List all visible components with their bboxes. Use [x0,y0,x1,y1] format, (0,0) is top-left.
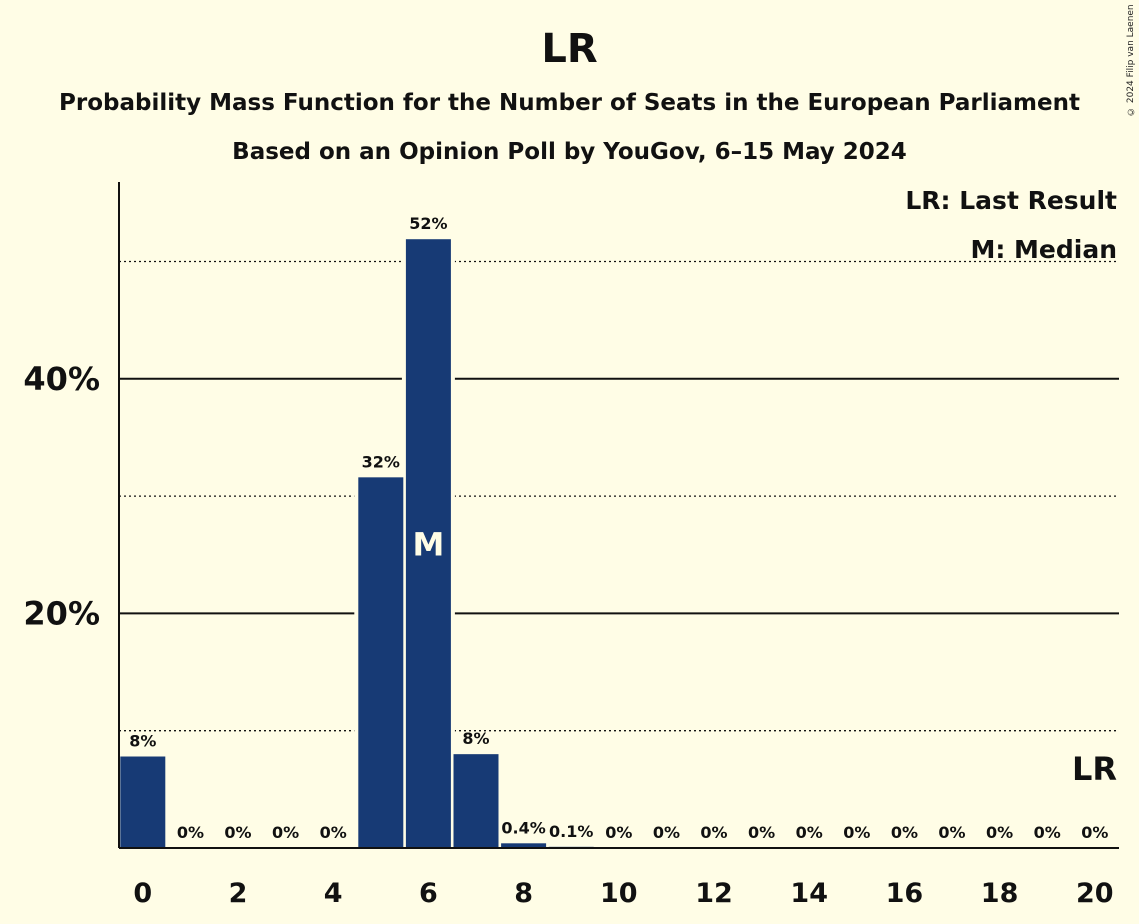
bar-value-label: 0% [272,823,299,842]
bar [120,756,166,848]
bars [116,237,598,848]
legend-last-result: LR: Last Result [905,186,1117,215]
x-tick-label: 2 [229,878,248,909]
bar-value-label: 32% [362,452,400,471]
bar-value-label: 0% [605,823,632,842]
x-tick-label: 18 [981,878,1019,909]
chart-title: LR [541,26,598,72]
bar-value-label: 0% [891,823,918,842]
bar-value-label: 0.4% [501,818,545,837]
bar-gap [544,844,598,848]
chart-subtitle: Probability Mass Function for the Number… [59,90,1080,116]
bar-value-labels: 8% 0% 0% 0% 0% 32% 52% 8% 0.4% 0.1% 0% 0% 0% 0% 0% 0% 0%… [129,214,1117,842]
last-result-marker: LR [1072,750,1117,788]
x-tick-label: 10 [600,878,638,909]
bar-value-label: 8% [129,732,156,751]
bar-value-label: 0% [320,823,347,842]
chart-subtitle-source: Based on an Opinion Poll by YouGov, 6–15… [232,139,907,165]
x-tick-label: 8 [514,878,533,909]
bar-value-label: 0% [986,823,1013,842]
bar-value-label: 52% [409,214,447,233]
bar-value-label: 0% [796,823,823,842]
bar [405,239,451,848]
gridlines [119,260,1119,732]
bar-value-label: 0% [1081,823,1108,842]
x-tick-label: 4 [324,878,343,909]
x-tick-label: 12 [695,878,733,909]
bar-value-label: 0% [1034,823,1061,842]
bar [358,477,404,848]
axes: 20% 40% 0 2 4 6 8 10 12 14 16 18 20 [23,182,1119,909]
y-tick-label: 40% [23,360,100,398]
bar-value-label: 0% [653,823,680,842]
bar-value-label: 0% [938,823,965,842]
x-tick-label: 6 [419,878,438,909]
y-tick-label: 20% [23,594,100,632]
x-tick-label: 0 [133,878,152,909]
bar-value-label: 0.1% [549,822,593,841]
bar-value-label: 0% [177,823,204,842]
bar-value-label: 0% [224,823,251,842]
median-marker: M [412,526,444,564]
bar [501,843,547,848]
bar-value-label: 8% [462,729,489,748]
legend-median: M: Median [970,235,1117,264]
bar-value-label: 0% [700,823,727,842]
x-tick-label: 16 [886,878,924,909]
bar-value-label: 0% [843,823,870,842]
bar [453,754,499,848]
x-tick-label: 14 [790,878,828,909]
bar-value-label: 0% [748,823,775,842]
x-tick-label: 20 [1076,878,1114,909]
